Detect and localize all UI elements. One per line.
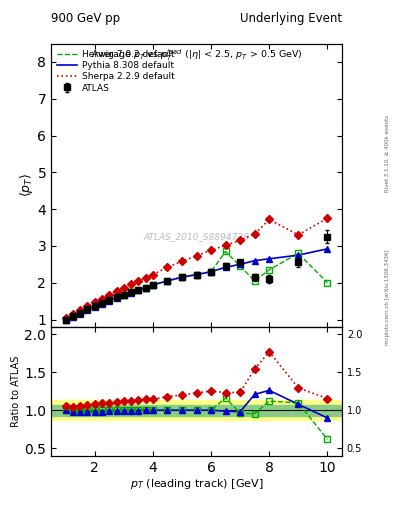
Herwig 7.0.2 default (71, 313, 75, 319)
Herwig 7.0.2 default (92, 303, 97, 309)
Pythia 8.308 default (238, 261, 242, 267)
Sherpa 2.2.9 default (121, 285, 126, 291)
Pythia 8.308 default (180, 274, 184, 280)
Pythia 8.308 default (296, 252, 301, 258)
Sherpa 2.2.9 default (238, 238, 242, 244)
Sherpa 2.2.9 default (85, 303, 90, 309)
Sherpa 2.2.9 default (129, 281, 134, 287)
Pythia 8.308 default (85, 307, 90, 313)
Sherpa 2.2.9 default (180, 259, 184, 265)
Sherpa 2.2.9 default (71, 311, 75, 317)
Sherpa 2.2.9 default (151, 271, 155, 278)
Pythia 8.308 default (194, 271, 199, 278)
Sherpa 2.2.9 default (78, 307, 83, 313)
Pythia 8.308 default (267, 255, 272, 262)
Herwig 7.0.2 default (194, 271, 199, 278)
Pythia 8.308 default (71, 313, 75, 319)
Sherpa 2.2.9 default (143, 274, 148, 281)
Herwig 7.0.2 default (78, 309, 83, 315)
Text: 900 GeV pp: 900 GeV pp (51, 12, 120, 25)
Pythia 8.308 default (252, 258, 257, 264)
Sherpa 2.2.9 default (267, 217, 272, 223)
Pythia 8.308 default (92, 304, 97, 310)
Herwig 7.0.2 default (180, 274, 184, 280)
Herwig 7.0.2 default (121, 292, 126, 298)
Pythia 8.308 default (121, 292, 126, 298)
Pythia 8.308 default (209, 269, 213, 275)
Text: ATLAS_2010_S8894728: ATLAS_2010_S8894728 (143, 232, 250, 241)
Sherpa 2.2.9 default (223, 242, 228, 248)
Pythia 8.308 default (114, 295, 119, 301)
Pythia 8.308 default (151, 282, 155, 288)
Herwig 7.0.2 default (114, 294, 119, 301)
Pythia 8.308 default (143, 285, 148, 291)
X-axis label: $p_T$ (leading track) [GeV]: $p_T$ (leading track) [GeV] (130, 477, 263, 492)
Herwig 7.0.2 default (267, 267, 272, 273)
Herwig 7.0.2 default (151, 282, 155, 288)
Herwig 7.0.2 default (107, 297, 112, 304)
Sherpa 2.2.9 default (136, 278, 141, 284)
Text: Underlying Event: Underlying Event (240, 12, 342, 25)
Legend: Herwig 7.0.2 default, Pythia 8.308 default, Sherpa 2.2.9 default, ATLAS: Herwig 7.0.2 default, Pythia 8.308 defau… (55, 48, 176, 94)
Sherpa 2.2.9 default (100, 295, 105, 302)
Y-axis label: $\langle p_T \rangle$: $\langle p_T \rangle$ (18, 173, 35, 197)
Pythia 8.308 default (63, 316, 68, 323)
Herwig 7.0.2 default (296, 250, 301, 257)
Pythia 8.308 default (78, 311, 83, 317)
Sherpa 2.2.9 default (114, 288, 119, 294)
Sherpa 2.2.9 default (63, 314, 68, 321)
Sherpa 2.2.9 default (325, 215, 330, 221)
Herwig 7.0.2 default (85, 306, 90, 312)
Herwig 7.0.2 default (165, 278, 170, 284)
Sherpa 2.2.9 default (209, 247, 213, 253)
Pythia 8.308 default (136, 287, 141, 293)
Sherpa 2.2.9 default (252, 231, 257, 237)
Text: Average $p_T$ vs $p_T^{lead}$ ($|\eta|$ < 2.5, $p_T$ > 0.5 GeV): Average $p_T$ vs $p_T^{lead}$ ($|\eta|$ … (90, 48, 303, 63)
Herwig 7.0.2 default (223, 248, 228, 254)
Herwig 7.0.2 default (209, 269, 213, 275)
Pythia 8.308 default (100, 302, 105, 308)
Line: Sherpa 2.2.9 default: Sherpa 2.2.9 default (66, 218, 327, 317)
Herwig 7.0.2 default (100, 300, 105, 306)
Sherpa 2.2.9 default (165, 264, 170, 270)
Herwig 7.0.2 default (129, 289, 134, 295)
Line: Herwig 7.0.2 default: Herwig 7.0.2 default (66, 251, 327, 319)
Sherpa 2.2.9 default (296, 232, 301, 238)
Herwig 7.0.2 default (252, 278, 257, 284)
Herwig 7.0.2 default (63, 316, 68, 323)
Herwig 7.0.2 default (238, 263, 242, 269)
Pythia 8.308 default (223, 264, 228, 270)
Text: mcplots.cern.ch [arXiv:1306.3436]: mcplots.cern.ch [arXiv:1306.3436] (385, 249, 390, 345)
Herwig 7.0.2 default (143, 285, 148, 291)
Herwig 7.0.2 default (136, 287, 141, 293)
Sherpa 2.2.9 default (92, 299, 97, 305)
Pythia 8.308 default (325, 246, 330, 252)
Line: Pythia 8.308 default: Pythia 8.308 default (66, 249, 327, 319)
Sherpa 2.2.9 default (194, 253, 199, 259)
Herwig 7.0.2 default (325, 280, 330, 286)
Sherpa 2.2.9 default (107, 292, 112, 298)
Pythia 8.308 default (129, 290, 134, 296)
Text: Rivet 3.1.10, ≥ 400k events: Rivet 3.1.10, ≥ 400k events (385, 115, 390, 192)
Bar (51, 400, 342, 420)
Pythia 8.308 default (107, 298, 112, 304)
Pythia 8.308 default (165, 278, 170, 284)
Bar (51, 405, 342, 416)
Y-axis label: Ratio to ATLAS: Ratio to ATLAS (11, 356, 22, 427)
